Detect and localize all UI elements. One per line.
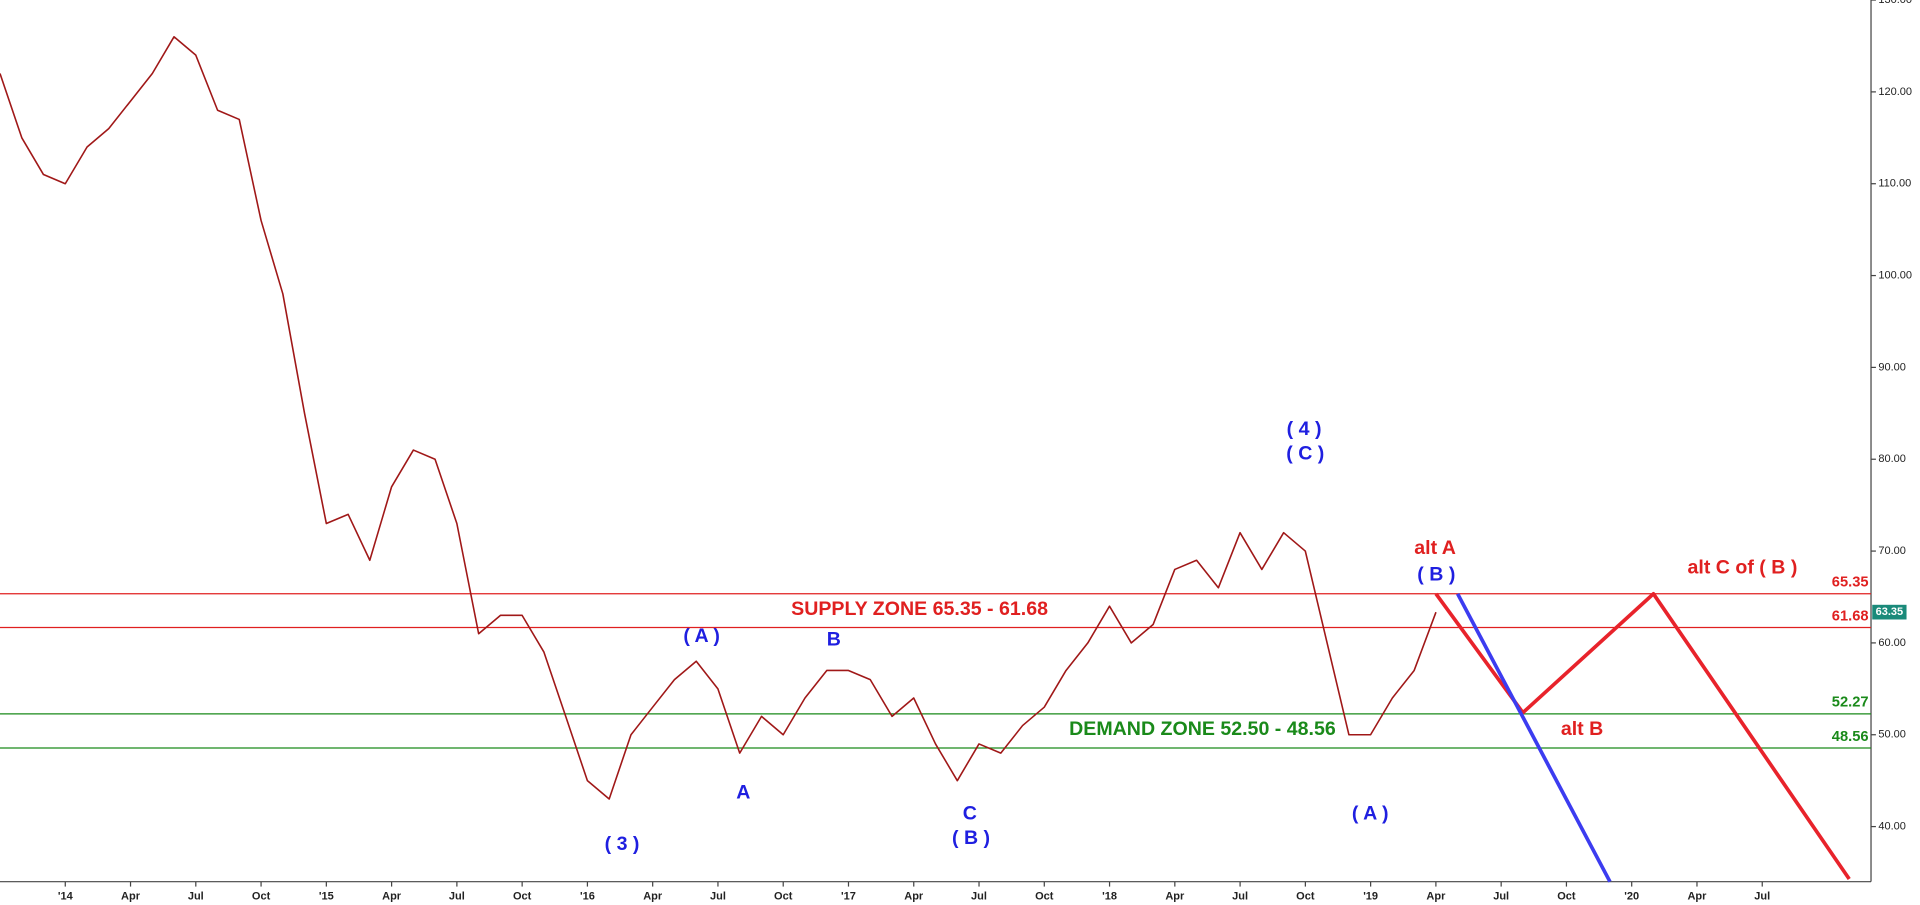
level-label: 52.27 (1832, 695, 1869, 711)
x-tick-label: Apr (1426, 890, 1446, 902)
x-tick-label: Apr (643, 890, 663, 902)
x-tick-label: Apr (1687, 890, 1707, 902)
x-tick-label: Jul (971, 890, 987, 902)
last-price-box (1872, 604, 1907, 620)
wave-label: ( B ) (952, 827, 990, 849)
y-tick-label: 100.00 (1878, 269, 1912, 281)
x-tick-label: '19 (1363, 890, 1378, 902)
x-tick-label: Oct (513, 890, 532, 902)
x-tick-label: Apr (382, 890, 402, 902)
x-tick-label: Jul (449, 890, 465, 902)
x-tick-label: Oct (1557, 890, 1576, 902)
x-tick-label: Apr (904, 890, 924, 902)
x-tick-label: Jul (1754, 890, 1770, 902)
wave-label: ( 4 ) (1287, 418, 1322, 440)
projection-line (1456, 592, 1612, 883)
wave-label: B (827, 629, 841, 651)
y-tick-label: 110.00 (1878, 178, 1911, 190)
x-tick-label: Oct (1035, 890, 1054, 902)
wave-label: alt A (1414, 537, 1456, 559)
x-tick-label: Oct (774, 890, 793, 902)
x-tick-label: Jul (188, 890, 204, 902)
x-tick-label: Jul (1493, 890, 1509, 902)
demand-zone-label: DEMAND ZONE 52.50 - 48.56 (1069, 718, 1336, 740)
x-tick-label: Jul (1232, 890, 1248, 902)
x-tick-label: '14 (58, 890, 74, 902)
y-tick-label: 80.00 (1878, 453, 1906, 465)
x-tick-label: '20 (1624, 890, 1639, 902)
wave-label: ( A ) (1352, 803, 1389, 825)
wave-label: alt C of ( B ) (1688, 556, 1798, 578)
wave-label: ( A ) (683, 625, 720, 647)
projection-line (1434, 591, 1851, 881)
y-tick-label: 90.00 (1878, 361, 1906, 373)
last-price-label: 63.35 (1876, 606, 1904, 618)
y-tick-label: 130.00 (1878, 0, 1912, 6)
level-label: 61.68 (1832, 608, 1869, 624)
wave-label: ( 3 ) (605, 833, 640, 855)
wave-label: A (736, 782, 750, 804)
level-label: 65.35 (1832, 575, 1869, 591)
supply-zone-label: SUPPLY ZONE 65.35 - 61.68 (791, 598, 1048, 620)
wave-label: ( C ) (1286, 443, 1324, 465)
y-tick-label: 120.00 (1878, 86, 1912, 98)
x-tick-label: Jul (710, 890, 726, 902)
x-tick-label: '16 (580, 890, 595, 902)
x-tick-label: '17 (841, 890, 856, 902)
wave-label: alt B (1561, 718, 1603, 740)
x-tick-label: '15 (319, 890, 334, 902)
y-tick-label: 60.00 (1878, 637, 1906, 649)
y-tick-label: 40.00 (1878, 820, 1906, 832)
price-line (0, 35, 1437, 800)
y-tick-label: 50.00 (1878, 729, 1906, 741)
x-tick-label: Oct (252, 890, 271, 902)
level-label: 48.56 (1832, 729, 1869, 745)
y-tick-label: 70.00 (1878, 545, 1906, 557)
x-tick-label: Apr (121, 890, 141, 902)
wave-label: ( B ) (1417, 564, 1455, 586)
wave-label: C (963, 803, 977, 825)
x-tick-label: '18 (1102, 890, 1117, 902)
x-tick-label: Apr (1165, 890, 1185, 902)
x-tick-label: Oct (1296, 890, 1315, 902)
